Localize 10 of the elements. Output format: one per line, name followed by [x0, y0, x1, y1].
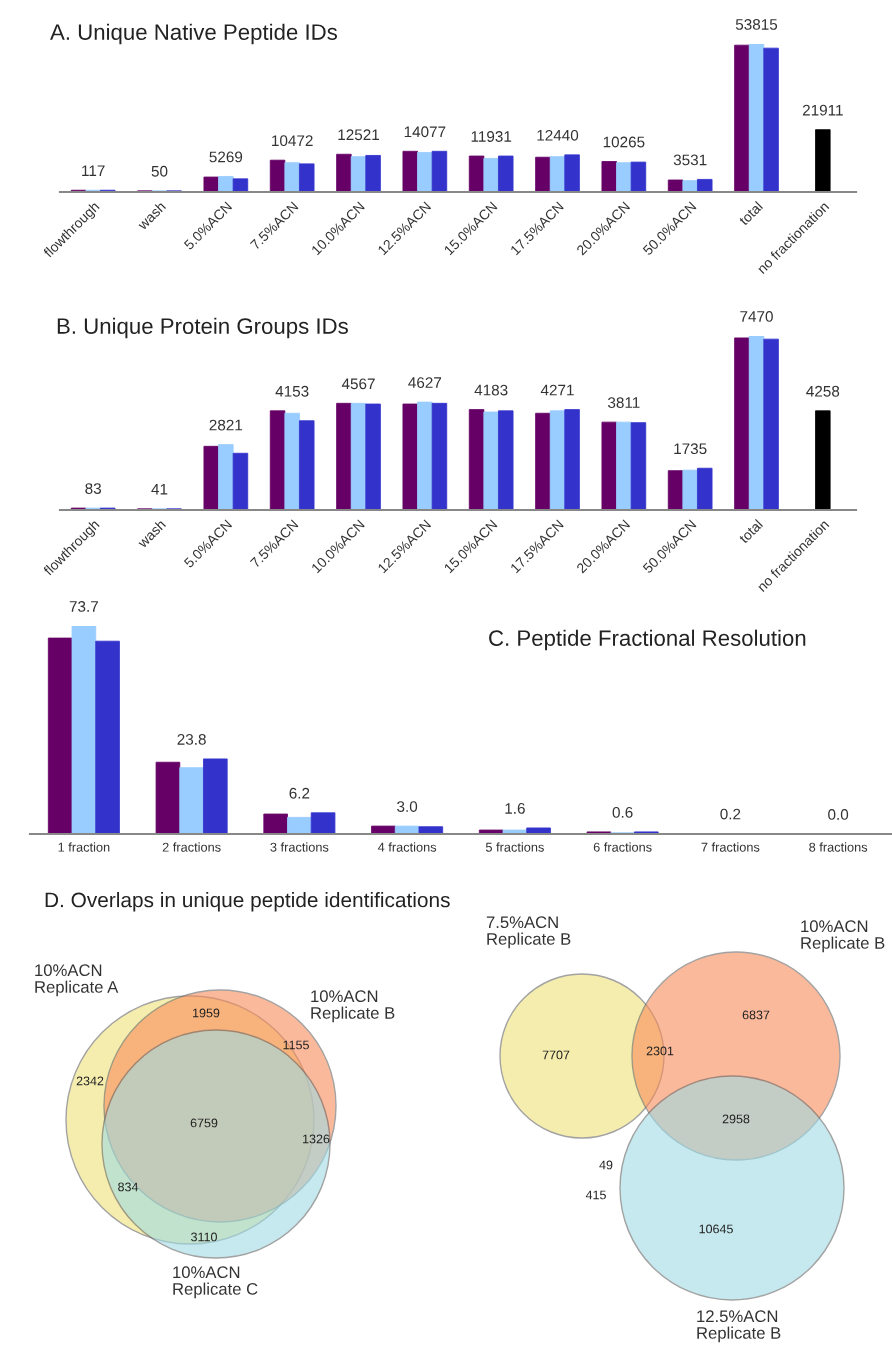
category-label: 10%ACN Replicate A — [35, 964, 119, 997]
chart-title: B. Unique Protein Groups IDs — [57, 317, 348, 339]
category-label: 7.5%ACN Replicate B — [486, 916, 571, 949]
text: D. Overlaps in unique peptide identifications — [45, 892, 450, 912]
category-label: 10%ACN Replicate C — [173, 1266, 258, 1299]
chart-title: C. Peptide Fractional Resolution — [489, 629, 806, 651]
category-label: 10%ACN Replicate B — [311, 990, 395, 1023]
chart-title: A. Unique Native Peptide IDs — [50, 23, 337, 45]
category-label: 10%ACN Replicate B — [801, 920, 885, 953]
category-label: 12.5%ACN Replicate B — [697, 1310, 781, 1343]
